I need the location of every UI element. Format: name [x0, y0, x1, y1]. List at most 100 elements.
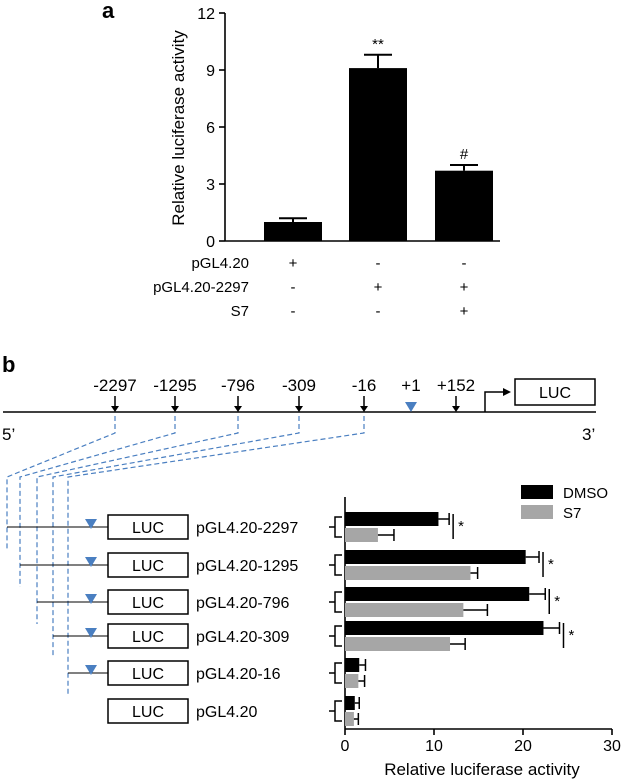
tss-triangle-icon [85, 628, 97, 638]
luc-box [514, 378, 596, 406]
site-label: +152 [437, 376, 475, 395]
y-tick-label: 3 [206, 177, 215, 194]
site-label: -796 [221, 376, 255, 395]
dashed-connector [67, 416, 365, 695]
site-arrowhead-icon [295, 406, 303, 412]
three-prime-end: 3’ [582, 425, 595, 444]
s7-bar [345, 566, 471, 580]
site-label: -16 [352, 376, 377, 395]
construct-label: pGL4.20-309 [196, 629, 290, 646]
row-bracket [329, 554, 342, 576]
construct-label: pGL4.20 [196, 704, 257, 721]
construct-label: pGL4.20-1295 [196, 558, 298, 575]
s7-bar [345, 674, 359, 688]
site-label: -309 [282, 376, 316, 395]
significance-label: * [568, 627, 574, 644]
condition-mark: + [289, 255, 298, 272]
condition-mark: - [376, 255, 381, 272]
s7-bar [345, 712, 354, 726]
condition-mark: - [376, 303, 381, 320]
tss-triangle-icon [85, 665, 97, 675]
luc-box [107, 660, 189, 686]
transcription-arrow [484, 391, 505, 412]
legend-label: S7 [563, 505, 581, 522]
significance-label: # [460, 146, 469, 163]
tss-triangle-icon [85, 594, 97, 604]
dashed-connector [6, 416, 116, 549]
significance-label: * [548, 556, 554, 573]
significance-label: ** [372, 36, 384, 53]
site-arrowhead-icon [452, 406, 460, 412]
panel-b-label: b [2, 352, 15, 377]
dmso-bar [345, 696, 355, 710]
x-tick-label: 20 [514, 738, 532, 755]
y-tick-label: 12 [197, 6, 215, 23]
chart-b-x-axis-title: Relative luciferase activity [384, 760, 580, 779]
condition-mark: + [460, 279, 469, 296]
tss-triangle-icon [85, 519, 97, 529]
luc-box-label: LUC [132, 704, 164, 721]
condition-mark: + [460, 303, 469, 320]
legend-label: DMSO [563, 485, 608, 502]
dmso-bar [345, 550, 526, 564]
condition-mark: - [291, 303, 296, 320]
site-arrowhead-icon [360, 406, 368, 412]
dmso-bar [345, 658, 360, 672]
transcription-arrowhead-icon [503, 388, 511, 396]
tss-triangle-icon [85, 557, 97, 567]
condition-label: pGL4.20 [191, 255, 249, 272]
y-tick-label: 0 [206, 234, 215, 251]
luc-box-label: LUC [132, 558, 164, 575]
construct-diagram: LUC pGL4.20-2297 LUC pGL4.20-1295 LUC pGL4.20… [6, 416, 365, 724]
promoter-map: 5’ 3’ -2297 -1295 -796 -309 -16 +1 +152 LUC [2, 376, 596, 444]
row-bracket [329, 700, 342, 722]
dashed-connector [19, 416, 176, 587]
luc-box-label: LUC [132, 629, 164, 646]
legend-swatch [521, 505, 553, 519]
x-tick-label: 10 [425, 738, 443, 755]
site-arrowhead-icon [171, 406, 179, 412]
luc-box-label: LUC [539, 385, 571, 402]
condition-mark: + [374, 279, 383, 296]
significance-label: * [554, 593, 560, 610]
y-tick-label: 6 [206, 120, 215, 137]
chart-a: 0 3 6 9 12 ** # [197, 6, 500, 251]
bar [264, 222, 322, 241]
row-bracket [329, 516, 342, 538]
luc-box [107, 552, 189, 578]
dmso-bar [345, 621, 544, 635]
luc-box [107, 514, 189, 540]
s7-bar [345, 637, 451, 651]
significance-label: * [458, 518, 464, 535]
condition-table: pGL4.20 + - - pGL4.20-2297 - + + S7 - - + [153, 255, 469, 320]
five-prime-end: 5’ [2, 425, 15, 444]
luc-box [107, 623, 189, 649]
row-bracket [329, 591, 342, 613]
bar [349, 68, 407, 241]
dashed-connector [36, 416, 239, 624]
panel-a-label: a [102, 0, 115, 23]
site-label: +1 [401, 376, 420, 395]
site-arrowhead-icon [111, 406, 119, 412]
chart-b: 0 10 20 30 * * * * DMSO S7 [329, 485, 621, 755]
legend-swatch [521, 485, 553, 499]
condition-label: pGL4.20-2297 [153, 279, 249, 296]
s7-bar [345, 528, 378, 542]
site-label: -2297 [93, 376, 136, 395]
x-tick-label: 0 [341, 738, 350, 755]
bar [435, 170, 493, 241]
dmso-bar [345, 512, 439, 526]
condition-mark: - [291, 279, 296, 296]
luc-box [107, 698, 189, 724]
chart-a-y-axis-title: Relative luciferase activity [169, 30, 188, 226]
luc-box-label: LUC [132, 595, 164, 612]
row-bracket [329, 625, 342, 647]
construct-label: pGL4.20-2297 [196, 520, 298, 537]
site-label: -1295 [153, 376, 196, 395]
site-arrowhead-icon [234, 406, 242, 412]
luc-box-label: LUC [132, 666, 164, 683]
dashed-connector [52, 416, 300, 658]
construct-label: pGL4.20-796 [196, 595, 290, 612]
luc-box [107, 589, 189, 615]
row-bracket [329, 662, 342, 684]
